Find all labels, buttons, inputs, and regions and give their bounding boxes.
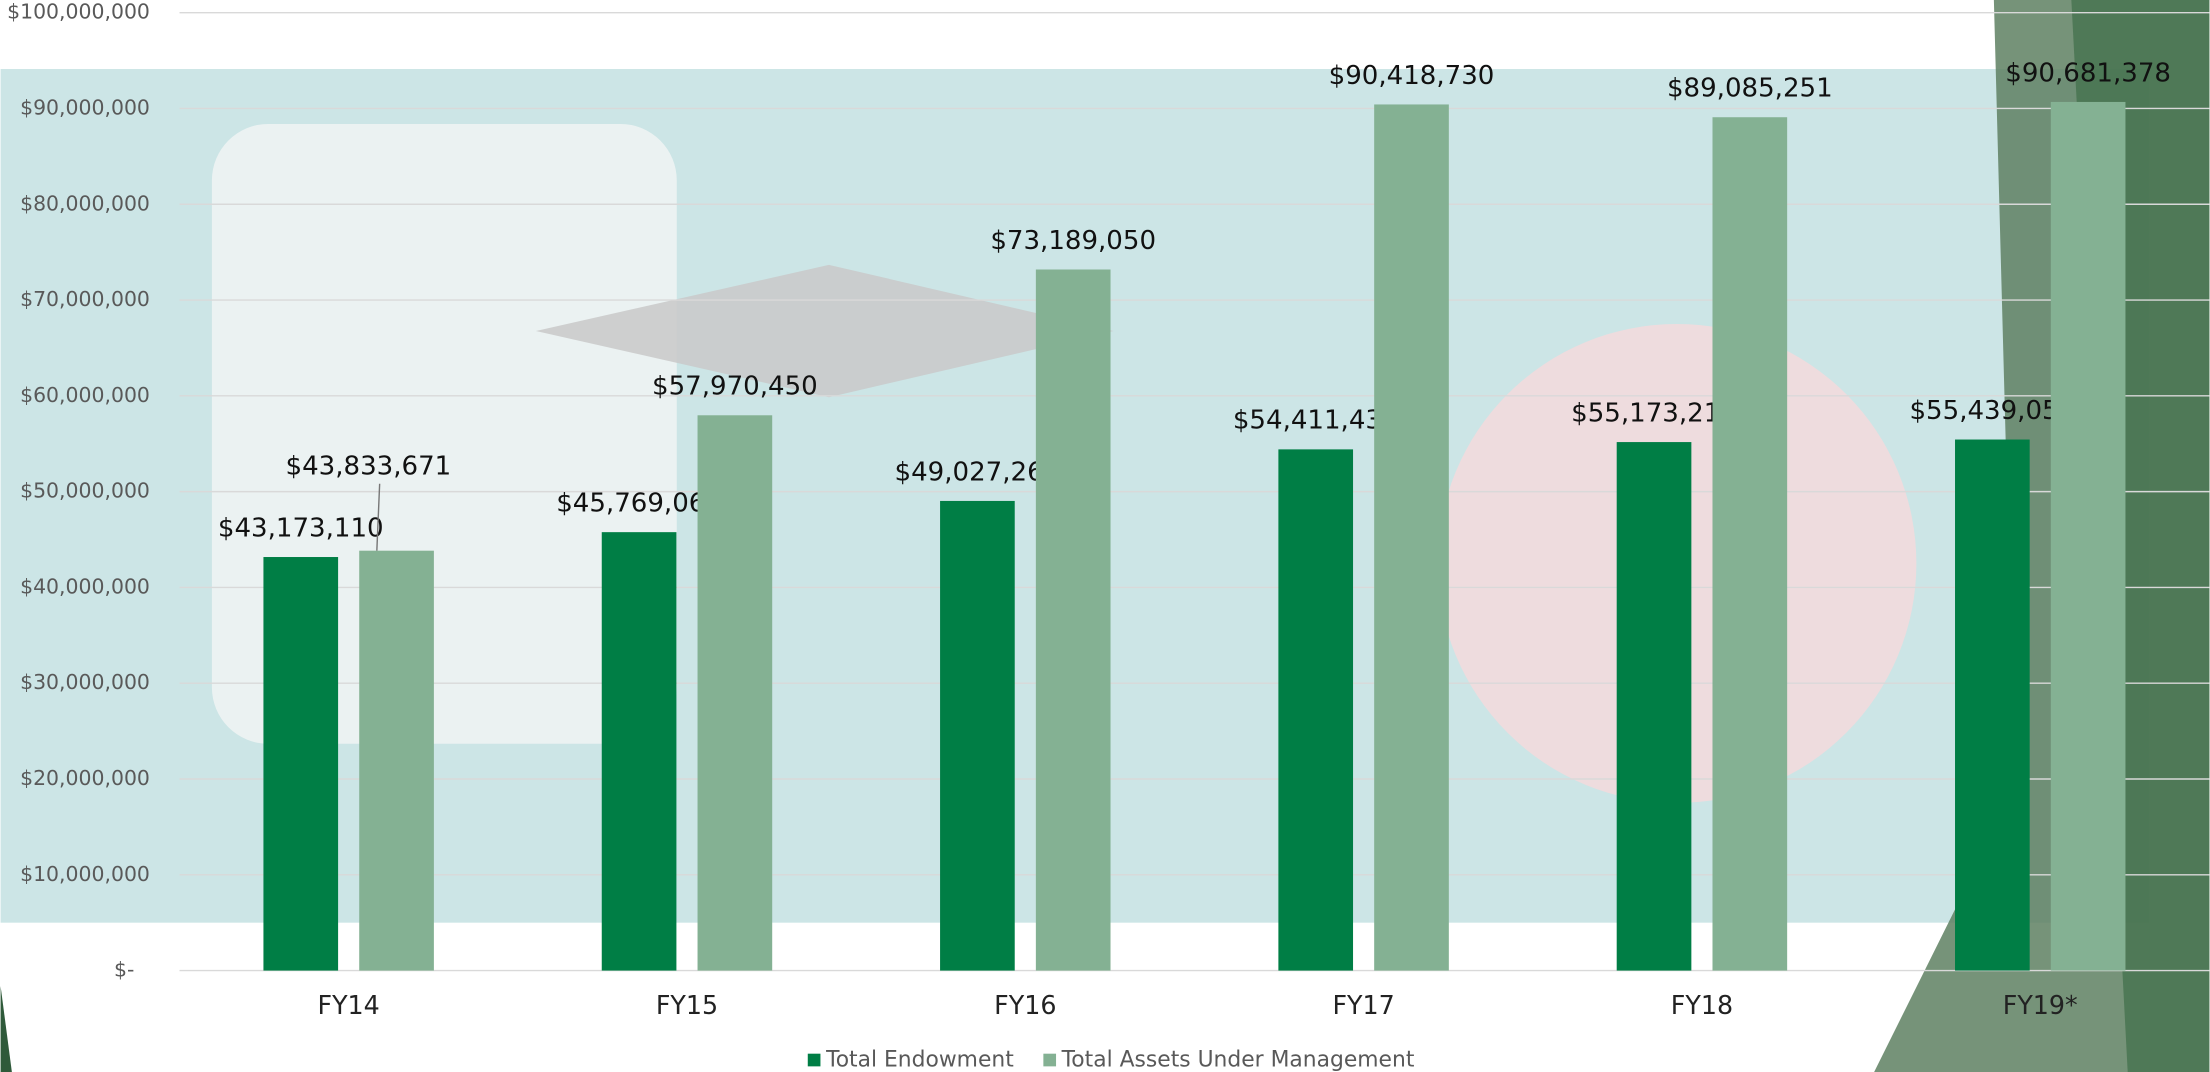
x-tick-label: FY15 [656,990,718,1020]
bar [601,532,677,971]
legend-label: Total Endowment [825,1048,1014,1072]
bar [1374,104,1449,971]
bar [697,415,773,971]
value-label: $43,173,110 [218,513,384,543]
value-label: $54,411,430 [1233,406,1399,436]
leader-line [376,483,381,551]
value-label: $90,681,378 [2005,58,2171,88]
bar [359,550,434,971]
legend-swatch [1043,1053,1057,1067]
decor-cap [535,264,1114,398]
y-tick-label: $90,000,000 [20,95,150,119]
value-label: $57,970,450 [652,372,818,402]
bar [263,557,339,971]
y-tick-label: $40,000,000 [20,574,150,598]
value-label: $45,769,063 [556,488,722,518]
y-tick-label: $20,000,000 [20,766,150,790]
y-tick-label: $70,000,000 [20,287,150,311]
y-tick-label: $80,000,000 [20,191,150,215]
x-tick-label: FY19* [2003,990,2078,1020]
y-tick-label: $50,000,000 [20,479,150,503]
x-tick-label: FY14 [318,990,380,1020]
y-tick-label: $60,000,000 [20,383,150,407]
legend-swatch [807,1053,821,1067]
bar [1278,449,1354,971]
value-label: $90,418,730 [1329,61,1495,91]
y-tick-label: $- [114,958,134,982]
x-tick-label: FY17 [1332,990,1394,1020]
decor-left [0,986,12,1072]
y-tick-label: $100,000,000 [7,0,150,24]
bar [1955,439,2030,971]
value-label: $55,173,219 [1571,398,1737,428]
legend-label: Total Assets Under Management [1061,1048,1415,1072]
y-tick-label: $30,000,000 [20,670,150,694]
bar [1712,117,1788,971]
value-label: $55,439,057 [1909,396,2075,426]
bar [940,500,1015,971]
bar [1035,269,1111,971]
value-label: $49,027,269 [895,457,1061,487]
x-tick-label: FY18 [1671,990,1733,1020]
y-tick-label: $10,000,000 [20,862,150,886]
value-label: $43,833,671 [286,451,452,481]
bar [2050,101,2126,971]
x-tick-label: FY16 [994,990,1056,1020]
value-label: $73,189,050 [990,226,1156,256]
value-label: $89,085,251 [1667,74,1833,104]
bar [1616,442,1692,971]
